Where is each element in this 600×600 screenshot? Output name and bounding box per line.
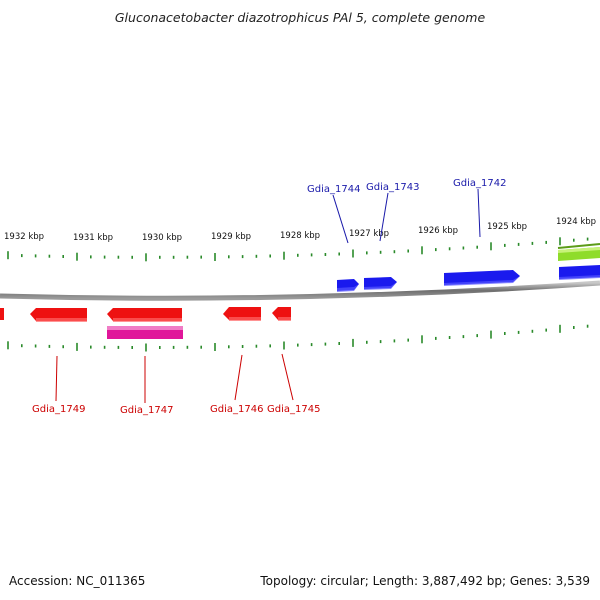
- label-gdia-1745[interactable]: Gdia_1745: [267, 404, 320, 415]
- feature-rna-gdia-1747[interactable]: [107, 326, 183, 339]
- label-gdia-1749[interactable]: Gdia_1749: [32, 404, 85, 415]
- gene-gdia-1745[interactable]: [272, 307, 291, 321]
- scale-labels: 1932 kbp 1931 kbp 1930 kbp 1929 kbp 1928…: [4, 217, 596, 243]
- genome-summary-text: Topology: circular; Length: 3,887,492 bp…: [260, 574, 590, 588]
- forward-label-lines: [332, 188, 481, 244]
- leader-gdia-1743: [379, 192, 389, 242]
- reverse-labels: Gdia_1749 Gdia_1747 Gdia_1746 Gdia_1745: [32, 404, 320, 416]
- scale-label-1927: 1927 kbp: [349, 229, 389, 239]
- leader-gdia-1746: [234, 354, 243, 401]
- accession-text: Accession: NC_011365: [9, 574, 146, 588]
- scale-label-1930: 1930 kbp: [142, 233, 182, 243]
- outer-scale-ticks: [7, 237, 589, 262]
- reverse-strand-genes: [0, 307, 291, 322]
- forward-labels: Gdia_1744 Gdia_1743 Gdia_1742: [307, 178, 506, 195]
- label-gdia-1747[interactable]: Gdia_1747: [120, 405, 173, 416]
- gene-gdia-1744[interactable]: [337, 279, 359, 292]
- scale-label-1928: 1928 kbp: [280, 231, 320, 241]
- leader-gdia-1745: [281, 353, 294, 401]
- feature-green-offscreen[interactable]: [557, 243, 600, 261]
- label-gdia-1743[interactable]: Gdia_1743: [366, 182, 419, 193]
- reverse-label-lines: [55, 353, 294, 403]
- genome-backbone: [0, 280, 600, 301]
- leader-gdia-1749: [55, 355, 58, 402]
- scale-label-1924: 1924 kbp: [556, 217, 596, 227]
- scale-label-1931: 1931 kbp: [73, 233, 113, 243]
- gene-gdia-1747[interactable]: [107, 308, 182, 322]
- gene-offscreen-forward[interactable]: [559, 265, 600, 280]
- gene-gdia-1743[interactable]: [364, 277, 397, 290]
- scale-label-1926: 1926 kbp: [418, 226, 458, 236]
- scale-label-1932: 1932 kbp: [4, 232, 44, 242]
- label-gdia-1744[interactable]: Gdia_1744: [307, 184, 360, 195]
- map-title: Gluconacetobacter diazotrophicus PAl 5, …: [114, 10, 486, 25]
- label-gdia-1746[interactable]: Gdia_1746: [210, 404, 263, 415]
- gene-gdia-1742[interactable]: [444, 270, 520, 286]
- leader-gdia-1744: [332, 194, 349, 244]
- scale-label-1929: 1929 kbp: [211, 232, 251, 242]
- gene-left-edge[interactable]: [0, 308, 4, 320]
- inner-scale-ticks: [7, 324, 589, 352]
- gene-gdia-1746[interactable]: [223, 307, 261, 321]
- forward-strand-genes: [337, 265, 600, 292]
- leader-gdia-1742: [477, 188, 481, 238]
- label-gdia-1742[interactable]: Gdia_1742: [453, 178, 506, 189]
- gene-gdia-1749[interactable]: [30, 308, 87, 322]
- scale-label-1925: 1925 kbp: [487, 222, 527, 232]
